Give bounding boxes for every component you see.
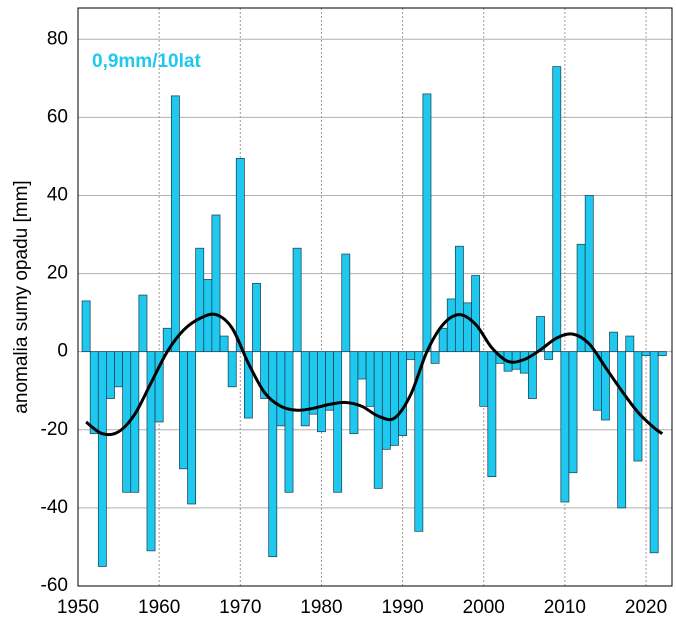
bar [154, 351, 164, 423]
bar [325, 351, 334, 411]
bar [584, 195, 594, 353]
y-tick-label: 0 [57, 341, 68, 362]
bar [317, 351, 326, 433]
bar [398, 351, 407, 436]
bar [609, 331, 618, 353]
bar [187, 351, 197, 505]
bar [341, 253, 351, 353]
bar [349, 351, 359, 435]
bar [617, 351, 627, 509]
plot-frame [77, 7, 673, 587]
x-tick-label: 2000 [463, 597, 505, 618]
trend-line [85, 312, 664, 437]
bar [479, 351, 489, 407]
bar [81, 300, 91, 353]
bar [179, 351, 188, 470]
bar [333, 351, 343, 493]
bar [633, 351, 643, 462]
bar [138, 294, 148, 353]
bar [97, 351, 107, 567]
bar [235, 158, 245, 353]
bar [106, 351, 115, 399]
y-tick-label: -40 [41, 497, 68, 518]
bar [227, 351, 237, 388]
y-tick-label: -20 [41, 419, 68, 440]
bar [568, 351, 578, 474]
bar [446, 298, 456, 353]
bar [268, 351, 278, 558]
bar [454, 245, 464, 353]
bar [276, 351, 286, 427]
bar [601, 351, 610, 421]
bar [406, 351, 416, 360]
x-tick-label: 1950 [57, 597, 99, 618]
bar [357, 351, 367, 380]
y-tick-label: -60 [41, 575, 68, 596]
x-tick-label: 1990 [381, 597, 423, 618]
bar [308, 351, 318, 415]
bar [89, 351, 99, 435]
y-tick-label: 60 [47, 106, 68, 127]
bar [641, 351, 651, 356]
bar [552, 66, 562, 353]
x-tick-label: 2020 [625, 597, 667, 618]
bar [365, 351, 375, 407]
bar [284, 351, 294, 493]
bar [649, 351, 659, 554]
bar [244, 351, 253, 419]
y-tick-label: 80 [47, 28, 68, 49]
bar [381, 351, 391, 450]
bar [300, 351, 310, 427]
bar [195, 247, 205, 353]
bar [219, 335, 229, 353]
y-tick-label: 20 [47, 263, 68, 284]
x-tick-label: 1960 [138, 597, 180, 618]
bar [536, 316, 545, 353]
bar [519, 351, 529, 374]
bar [528, 351, 537, 399]
bar [625, 335, 635, 353]
annotation: 0,9mm/10lat [92, 51, 201, 72]
bar [414, 351, 424, 532]
bar [422, 93, 432, 353]
bar [146, 351, 156, 552]
bar [471, 275, 481, 353]
bar [430, 351, 440, 364]
bar [463, 302, 472, 353]
bar [114, 351, 123, 388]
bar [292, 247, 302, 353]
bar [373, 351, 383, 489]
bar [390, 351, 399, 446]
bar [211, 214, 221, 353]
y-tick-label: 40 [47, 184, 68, 205]
y-axis-label: anomalia sumy opadu [mm] [11, 180, 32, 413]
x-tick-label: 1980 [300, 597, 342, 618]
bar [544, 351, 554, 360]
bar [130, 351, 140, 493]
bar [560, 351, 570, 503]
x-tick-label: 1970 [219, 597, 261, 618]
bar [438, 327, 448, 353]
bar [487, 351, 497, 477]
bar [657, 351, 667, 356]
bar [252, 282, 261, 353]
bar [170, 95, 180, 353]
x-tick-label: 2010 [544, 597, 586, 618]
